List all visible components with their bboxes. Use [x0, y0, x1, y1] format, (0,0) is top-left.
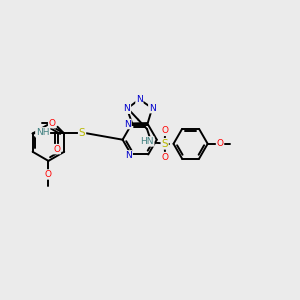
- Text: N: N: [125, 151, 132, 160]
- Text: O: O: [45, 170, 52, 179]
- Text: NH: NH: [36, 128, 50, 137]
- Text: O: O: [49, 119, 56, 128]
- Text: N: N: [149, 103, 156, 112]
- Text: S: S: [161, 139, 168, 149]
- Text: O: O: [217, 139, 224, 148]
- Text: HN: HN: [140, 137, 154, 146]
- Text: N: N: [124, 104, 130, 113]
- Text: S: S: [79, 128, 86, 138]
- Text: N: N: [136, 95, 143, 104]
- Text: N: N: [124, 119, 131, 128]
- Text: O: O: [161, 126, 169, 135]
- Text: O: O: [53, 145, 60, 154]
- Text: O: O: [161, 152, 169, 161]
